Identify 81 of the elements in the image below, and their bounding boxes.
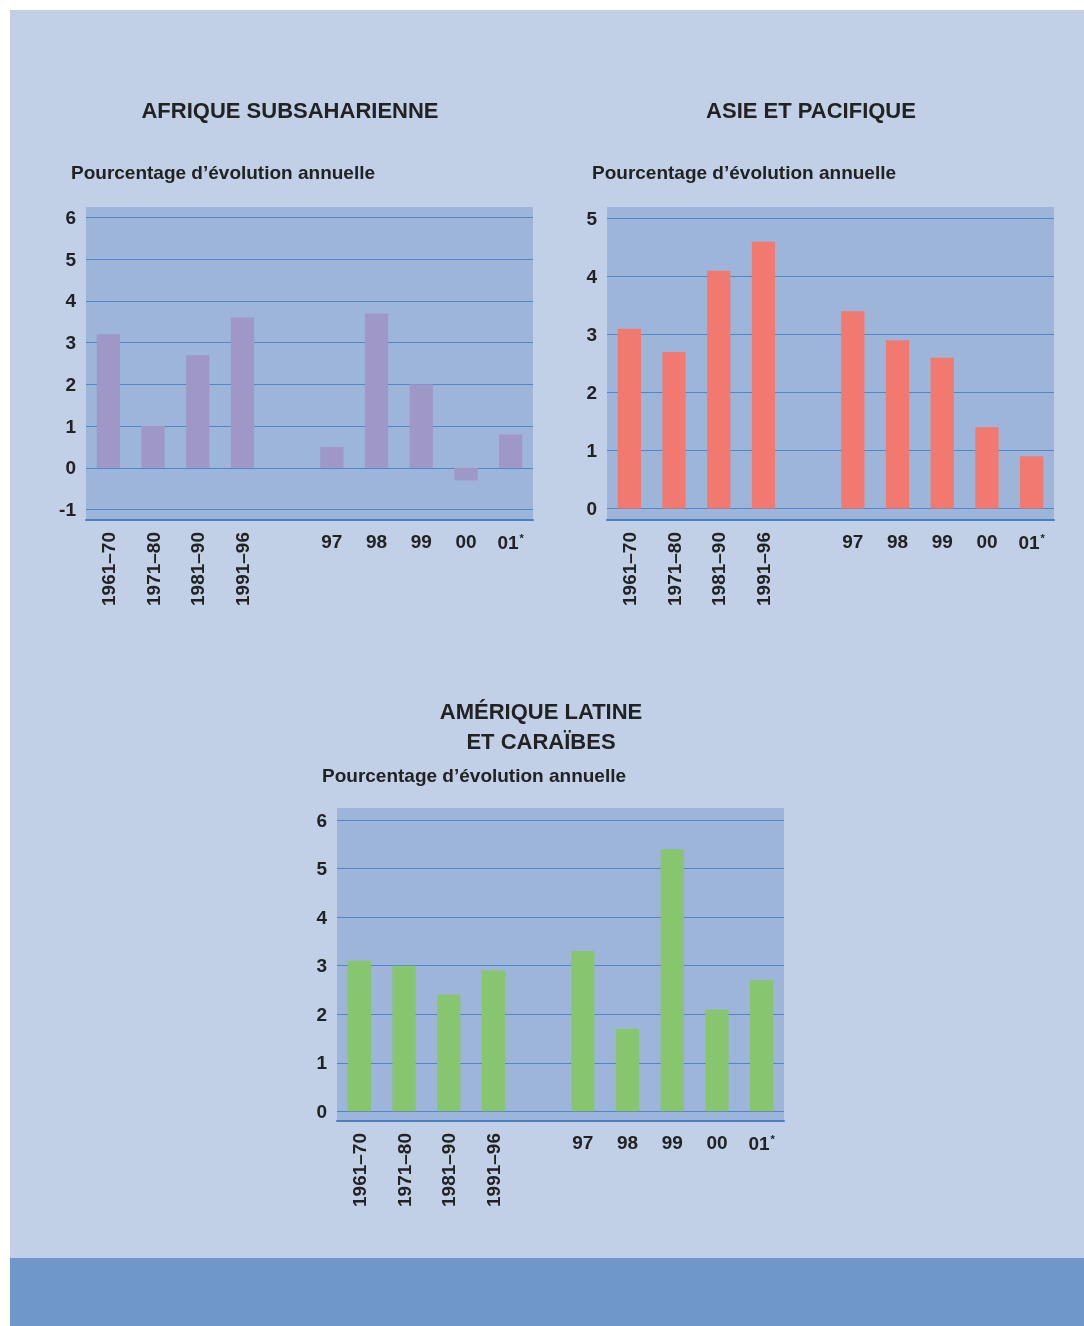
y-tick-label: 2 xyxy=(65,373,76,395)
y-tick-label: 3 xyxy=(316,955,327,977)
y-tick-label: 2 xyxy=(586,381,597,403)
y-tick-label: 1 xyxy=(586,439,598,461)
y-tick-label: 0 xyxy=(65,457,76,479)
x-tick-label: 00 xyxy=(706,1132,728,1153)
x-tick-label: 1961–70 xyxy=(348,1133,370,1207)
bar xyxy=(885,340,910,509)
bar xyxy=(1020,456,1044,509)
y-tick-label: 1 xyxy=(65,415,77,437)
bar xyxy=(499,434,523,468)
x-tick-label: 00 xyxy=(455,531,477,552)
y-tick-label: 4 xyxy=(316,906,328,928)
bar xyxy=(186,355,210,468)
x-tick-label: 1991–96 xyxy=(482,1133,504,1207)
chart-title: AMÉRIQUE LATINE ET CARAÏBES xyxy=(439,698,643,754)
x-tick-label: 98 xyxy=(365,531,388,552)
y-tick-label: 4 xyxy=(65,290,77,312)
x-tick-label: 1981–90 xyxy=(187,532,209,606)
y-axis-title: Pourcentage d’évolution annuelle xyxy=(592,162,897,183)
x-tick-label: 01* xyxy=(1018,531,1046,553)
x-tick-label: 01* xyxy=(497,531,525,553)
x-tick-label: 97 xyxy=(572,1132,594,1153)
bar xyxy=(660,849,684,1112)
y-tick-label: 3 xyxy=(586,324,597,346)
bar xyxy=(750,980,774,1112)
y-tick-label: 0 xyxy=(316,1100,327,1122)
x-tick-label: 1991–96 xyxy=(231,532,253,606)
y-axis-title: Pourcentage d’évolution annuelle xyxy=(322,765,627,786)
bar xyxy=(617,328,641,509)
x-tick-label: 98 xyxy=(886,531,909,552)
bar xyxy=(320,446,344,468)
bar xyxy=(481,970,506,1112)
bar xyxy=(571,951,595,1112)
bar xyxy=(930,357,954,509)
bar xyxy=(230,317,255,468)
y-tick-label: 6 xyxy=(65,206,76,228)
bar xyxy=(705,1009,729,1112)
x-tick-label: 01* xyxy=(748,1132,776,1154)
y-axis-title: Pourcentage d’évolution annuelle xyxy=(71,162,376,183)
x-tick-label: 99 xyxy=(931,531,953,552)
x-tick-label: 1981–90 xyxy=(708,532,730,606)
bar xyxy=(975,427,999,509)
y-tick-label: 3 xyxy=(65,332,76,354)
y-tick-label: 5 xyxy=(586,208,598,230)
bar xyxy=(364,313,389,468)
y-tick-label: 5 xyxy=(65,248,77,270)
bar xyxy=(707,270,731,509)
x-tick-label: 1981–90 xyxy=(438,1133,460,1207)
x-tick-label: 99 xyxy=(661,1132,683,1153)
x-tick-label: 1991–96 xyxy=(752,532,774,606)
x-tick-label: 98 xyxy=(616,1132,639,1153)
x-tick-label: 1971–80 xyxy=(142,532,164,606)
x-tick-label: 99 xyxy=(410,531,432,552)
x-tick-label: 1971–80 xyxy=(393,1133,415,1207)
y-tick-label: -1 xyxy=(59,499,77,521)
x-tick-label: 1961–70 xyxy=(97,532,119,606)
y-tick-label: 2 xyxy=(316,1003,327,1025)
bar xyxy=(141,426,165,468)
bar xyxy=(409,384,433,468)
y-tick-label: 6 xyxy=(316,809,327,831)
x-tick-label: 1961–70 xyxy=(618,532,640,606)
bar xyxy=(751,241,776,509)
bar xyxy=(347,960,371,1112)
bar xyxy=(841,311,865,509)
x-tick-label: 1971–80 xyxy=(663,532,685,606)
bar xyxy=(96,334,120,468)
chart-title: ASIE ET PACIFIQUE xyxy=(706,97,916,123)
bar xyxy=(437,994,461,1112)
x-tick-label: 97 xyxy=(842,531,864,552)
chart-title: AFRIQUE SUBSAHARIENNE xyxy=(141,97,439,123)
y-tick-label: 4 xyxy=(586,266,598,288)
x-tick-label: 00 xyxy=(976,531,998,552)
bar xyxy=(392,965,416,1112)
y-tick-label: 5 xyxy=(316,858,328,880)
bar xyxy=(615,1028,640,1112)
y-tick-label: 0 xyxy=(586,497,597,519)
x-tick-label: 97 xyxy=(321,531,343,552)
bar xyxy=(454,467,478,481)
bar xyxy=(662,351,686,509)
y-tick-label: 1 xyxy=(316,1052,328,1074)
